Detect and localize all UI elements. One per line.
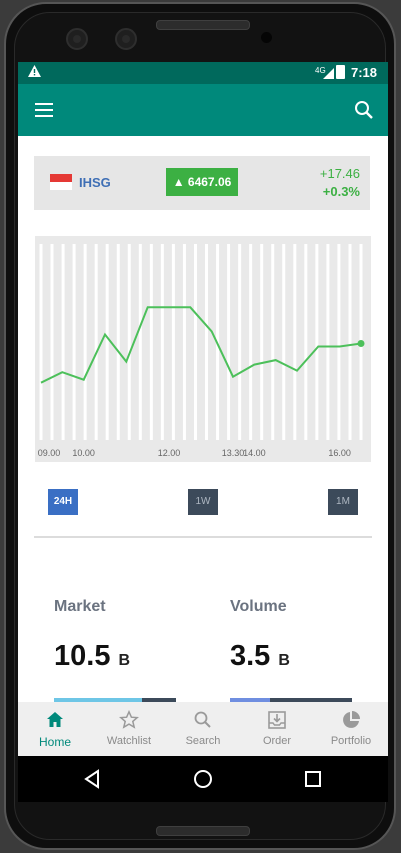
x-tick-label: 16.00 [328, 448, 351, 458]
battery-icon [336, 65, 345, 79]
system-navigation-bar [18, 756, 388, 802]
volume-label: Volume [230, 598, 287, 615]
nav-home[interactable]: Home [18, 702, 92, 756]
star-icon [118, 709, 140, 730]
index-name: IHSG [79, 175, 111, 190]
market-value-group: 10.5 B [54, 640, 130, 673]
volume-unit: B [278, 652, 290, 669]
index-ticker-card[interactable]: IHSG ▲ 6467.06 +17.46 +0.3% [34, 156, 370, 210]
market-label: Market [54, 598, 106, 615]
range-24h-button[interactable]: 24H [48, 489, 78, 515]
nav-watchlist-label: Watchlist [106, 735, 152, 747]
price-line [40, 306, 362, 384]
nav-home-label: Home [38, 735, 71, 749]
home-icon [45, 710, 65, 730]
search-icon [193, 710, 213, 730]
pie-chart-icon [341, 710, 361, 730]
section-divider [34, 536, 372, 538]
market-progress-fill [54, 698, 142, 702]
order-icon [267, 710, 287, 730]
x-tick-label: 13.30 [222, 448, 245, 458]
volume-value: 3.5 [230, 640, 271, 672]
index-price-badge: ▲ 6467.06 [166, 168, 238, 196]
change-percent: +0.3% [322, 184, 360, 199]
market-value: 10.5 [54, 640, 111, 672]
menu-icon[interactable] [35, 103, 53, 117]
nav-portfolio[interactable]: Portfolio [314, 702, 388, 756]
earpiece-speaker [156, 20, 250, 30]
range-1w-button[interactable]: 1W [188, 489, 218, 515]
market-progress-bar [54, 698, 176, 702]
recents-square-icon[interactable] [301, 767, 325, 791]
volume-value-group: 3.5 B [230, 640, 290, 673]
nav-order-label: Order [262, 735, 292, 747]
main-content: IHSG ▲ 6467.06 +17.46 +0.3% 09.00 10.00 12… [18, 136, 388, 702]
indonesia-flag-icon [50, 174, 72, 190]
x-tick-label: 10.00 [72, 448, 95, 458]
nav-watchlist[interactable]: Watchlist [92, 702, 166, 756]
index-change: +17.46 +0.3% [320, 165, 360, 201]
nav-search-label: Search [185, 735, 221, 747]
volume-progress-fill [230, 698, 271, 702]
volume-progress-bar [230, 698, 352, 702]
network-indicator: 4G [315, 66, 326, 75]
search-icon[interactable] [354, 100, 374, 120]
proximity-sensor [261, 32, 272, 43]
app-bar [18, 84, 388, 136]
app-screen: 4G 7:18 IHSG ▲ 6467.06 +17.46 +0.3% 09.0… [18, 62, 388, 802]
home-circle-icon[interactable] [191, 767, 215, 791]
bottom-navigation: Home Watchlist Search Order Portfolio [18, 702, 388, 756]
warning-icon [28, 65, 41, 80]
latest-price-point [357, 340, 365, 348]
back-icon[interactable] [81, 767, 105, 791]
price-chart: 09.00 10.00 12.00 13.30 14.00 16.00 [35, 236, 371, 462]
nav-search[interactable]: Search [166, 702, 240, 756]
range-1m-button[interactable]: 1M [328, 489, 358, 515]
bottom-speaker [156, 826, 250, 836]
nav-order[interactable]: Order [240, 702, 314, 756]
clock: 7:18 [351, 65, 378, 80]
x-tick-label: 14.00 [243, 448, 266, 458]
market-unit: B [118, 652, 131, 669]
front-sensor [115, 28, 137, 50]
x-tick-label: 09.00 [38, 448, 61, 458]
nav-portfolio-label: Portfolio [330, 735, 372, 747]
status-bar: 4G 7:18 [18, 62, 388, 84]
signal-icon [323, 67, 334, 82]
x-tick-label: 12.00 [158, 448, 181, 458]
change-absolute: +17.46 [319, 166, 360, 181]
front-camera [66, 28, 88, 50]
